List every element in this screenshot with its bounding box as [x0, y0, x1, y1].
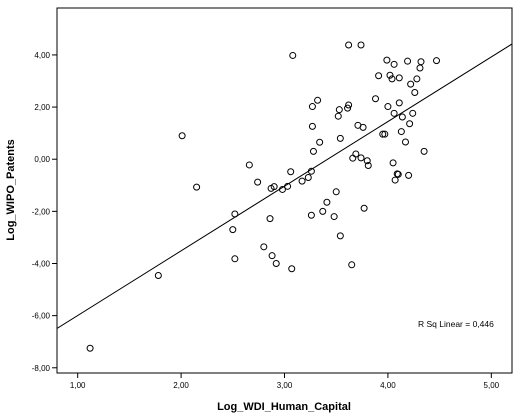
data-point	[433, 57, 441, 65]
data-point	[298, 177, 306, 185]
data-point	[390, 60, 398, 68]
data-point	[231, 255, 239, 263]
data-point	[401, 138, 409, 146]
x-tick-label: 1,00	[70, 381, 86, 390]
data-point	[304, 173, 312, 181]
data-point	[395, 74, 403, 82]
data-point	[413, 75, 421, 83]
data-point	[381, 130, 389, 138]
data-point	[154, 271, 162, 279]
data-point	[330, 213, 338, 221]
data-point	[406, 120, 414, 128]
plot-area	[56, 7, 513, 374]
data-point	[309, 147, 317, 155]
data-point	[405, 171, 413, 179]
data-point	[323, 198, 331, 206]
data-point	[397, 128, 405, 136]
data-point	[357, 154, 365, 162]
x-tick-label: 5,00	[484, 381, 500, 390]
y-tick-label: -4,00	[32, 260, 51, 269]
y-tick-label: -8,00	[32, 364, 51, 373]
data-point	[229, 226, 237, 234]
y-tick-label: 0,00	[34, 155, 50, 164]
data-point	[386, 71, 394, 79]
data-point	[420, 147, 428, 155]
data-point	[178, 132, 186, 140]
data-point	[384, 103, 392, 111]
data-point	[364, 161, 372, 169]
data-point	[409, 109, 417, 117]
data-points	[86, 41, 441, 352]
data-point	[344, 104, 352, 112]
data-point	[372, 95, 379, 103]
x-axis: 1,00 2,00 3,00 4,00 5,00	[70, 373, 500, 390]
data-point	[284, 182, 292, 190]
data-point	[319, 207, 327, 215]
data-point	[231, 210, 239, 218]
data-point	[288, 265, 296, 273]
data-point	[272, 260, 280, 267]
data-point	[270, 183, 278, 191]
data-point	[260, 243, 268, 251]
data-point	[379, 130, 387, 138]
y-tick-label: -2,00	[32, 207, 51, 216]
data-point	[332, 188, 340, 196]
x-tick-label: 3,00	[277, 381, 293, 390]
data-point	[193, 183, 201, 191]
y-axis: -8,00 -6,00 -4,00 -2,00 0,00 2,00 4,00	[32, 51, 57, 373]
data-point	[389, 159, 397, 167]
data-point	[316, 138, 324, 146]
data-point	[336, 134, 344, 142]
data-point	[307, 211, 315, 219]
data-point	[336, 232, 344, 240]
data-point	[398, 113, 406, 121]
data-point	[359, 123, 367, 131]
data-point	[287, 168, 295, 176]
data-point	[86, 344, 94, 352]
data-point	[289, 51, 297, 59]
y-tick-label: 2,00	[34, 103, 50, 112]
data-point	[391, 176, 399, 184]
data-point	[308, 103, 316, 111]
data-point	[375, 72, 383, 80]
r-squared-annotation: R Sq Linear = 0,446	[418, 319, 494, 329]
data-point	[417, 58, 425, 66]
data-point	[268, 252, 276, 260]
data-point	[308, 122, 316, 130]
data-point	[307, 167, 315, 175]
x-axis-title: Log_WDI_Human_Capital	[217, 401, 351, 413]
data-point	[245, 161, 253, 169]
data-point	[352, 150, 360, 158]
data-point	[334, 112, 342, 120]
data-point	[314, 96, 322, 104]
data-point	[363, 157, 371, 165]
x-tick-label: 2,00	[173, 381, 189, 390]
data-point	[335, 106, 343, 114]
x-tick-label: 4,00	[380, 381, 396, 390]
y-tick-label: 4,00	[34, 51, 50, 60]
data-point	[278, 185, 286, 193]
data-point	[360, 204, 368, 212]
data-point	[345, 41, 353, 49]
data-point	[395, 99, 403, 107]
data-point	[348, 261, 356, 269]
data-point	[390, 109, 398, 117]
data-point	[407, 80, 415, 88]
data-point	[394, 170, 402, 178]
data-point	[254, 178, 262, 186]
data-point	[411, 88, 419, 96]
data-point	[383, 56, 391, 64]
data-point	[388, 75, 396, 83]
y-tick-label: -6,00	[32, 312, 51, 321]
data-point	[266, 215, 274, 223]
data-point	[345, 101, 353, 109]
data-point	[404, 57, 412, 65]
data-point	[357, 41, 365, 49]
y-axis-title: Log_WIPO_Patents	[5, 139, 17, 240]
